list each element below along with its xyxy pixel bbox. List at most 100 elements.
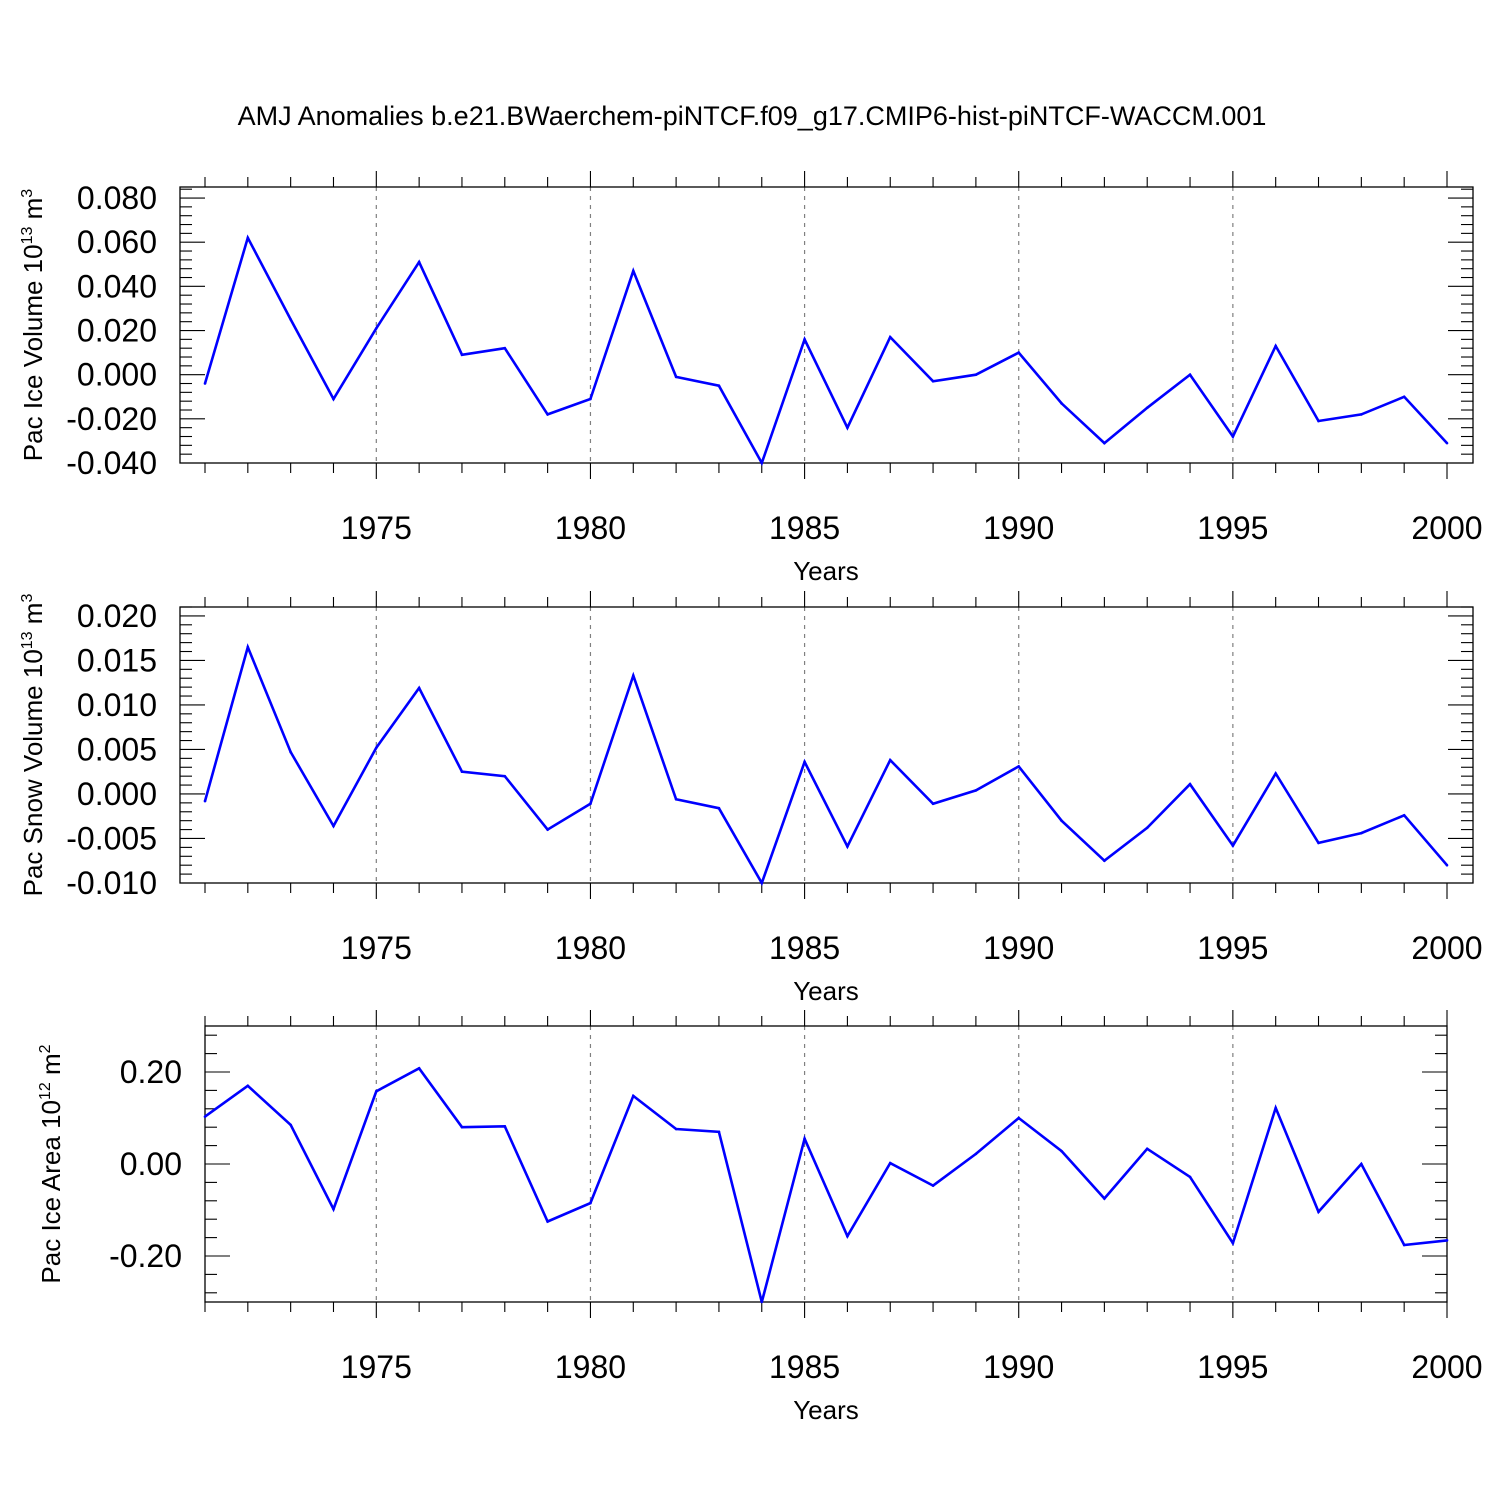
data-point	[1103, 859, 1106, 863]
panel-ice-area: -0.20 0.00 0.20 1975 1980 1985 1990 1995 2000 Yea…	[36, 1010, 1483, 1425]
data-point	[289, 1123, 292, 1127]
y-tick-label: 0.000	[77, 776, 157, 812]
y-tick-label: -0.040	[66, 445, 157, 481]
data-point	[203, 382, 207, 385]
data-point	[1231, 1241, 1235, 1245]
data-point	[546, 1220, 549, 1223]
data-point	[1017, 765, 1021, 768]
figure-title: AMJ Anomalies b.e21.BWaerchem-piNTCF.f09…	[238, 101, 1267, 131]
data-point	[888, 335, 892, 339]
x-axis-title: Years	[793, 556, 859, 586]
data-point	[1360, 413, 1363, 416]
x-tick-label: 2000	[1411, 1349, 1482, 1385]
data-point	[1231, 844, 1235, 847]
data-point	[1103, 441, 1106, 445]
x-tick-label: 1980	[555, 510, 626, 546]
data-point	[246, 236, 250, 240]
data-point	[1445, 441, 1449, 445]
y-tick-label: 0.020	[77, 598, 157, 634]
data-point	[332, 1207, 335, 1211]
x-tick-label: 1990	[983, 1349, 1054, 1385]
data-point	[803, 338, 806, 341]
data-point	[332, 824, 335, 828]
x-tick-label: 1975	[341, 510, 412, 546]
x-tick-label: 1995	[1197, 1349, 1268, 1385]
y-tick-label: 0.20	[120, 1054, 182, 1090]
y-tick-label: 0.060	[77, 224, 157, 260]
data-point	[1017, 1116, 1021, 1120]
data-point	[974, 373, 978, 376]
data-point	[375, 327, 378, 330]
panel-ice-volume: -0.040 -0.020 0.000 0.020 0.040 0.060 0.080 197…	[18, 171, 1483, 586]
y-tick-label: 0.080	[77, 180, 157, 216]
data-point	[289, 318, 292, 321]
data-point	[1445, 863, 1449, 867]
data-point	[417, 686, 421, 690]
data-point	[846, 1234, 849, 1238]
data-point	[1445, 1239, 1449, 1242]
data-point	[1188, 1175, 1192, 1179]
data-point	[1402, 814, 1406, 817]
x-tick-label: 2000	[1411, 930, 1482, 966]
y-tick-label: -0.020	[66, 401, 157, 437]
x-tick-label: 1975	[341, 930, 412, 966]
data-point	[717, 806, 721, 810]
data-point	[846, 845, 849, 848]
data-point	[203, 799, 207, 803]
data-point	[974, 789, 978, 792]
data-point	[460, 353, 464, 357]
data-point	[1060, 402, 1063, 405]
x-tick-label: 1985	[769, 1349, 840, 1385]
y-tick-label: 0.015	[77, 642, 157, 678]
data-point	[203, 1115, 207, 1118]
data-point	[1317, 1210, 1320, 1214]
x-tick-label: 1985	[769, 510, 840, 546]
data-point	[503, 774, 507, 778]
y-tick-label: -0.20	[109, 1238, 182, 1274]
data-point	[888, 1161, 892, 1165]
data-point	[417, 260, 421, 264]
data-point	[332, 397, 335, 401]
series-line	[203, 643, 1448, 887]
x-tick-label: 2000	[1411, 510, 1482, 546]
x-tick-label: 1990	[983, 510, 1054, 546]
data-point	[460, 770, 464, 774]
data-point	[375, 746, 378, 749]
data-point	[1274, 344, 1277, 348]
data-point	[1274, 1106, 1277, 1110]
data-point	[289, 750, 292, 754]
y-axis-title: Pac Snow Volume 1013 m3	[18, 594, 48, 897]
y-axis-title: Pac Ice Volume 1013 m3	[18, 189, 48, 462]
data-point	[760, 461, 764, 465]
data-point	[460, 1125, 464, 1129]
data-point	[246, 645, 250, 649]
data-point	[1060, 819, 1063, 822]
series-line	[204, 1066, 1448, 1303]
data-point	[589, 1201, 592, 1205]
plot-frame	[179, 606, 1474, 884]
y-tick-label: 0.010	[77, 687, 157, 723]
y-tick-label: 0.00	[120, 1146, 182, 1182]
data-point	[1103, 1197, 1106, 1200]
data-point	[1360, 831, 1363, 835]
data-point	[1145, 826, 1149, 830]
data-point	[931, 1184, 935, 1187]
x-tick-label: 1980	[555, 930, 626, 966]
data-point	[846, 426, 849, 429]
x-tick-label: 1980	[555, 1349, 626, 1385]
x-tick-label: 1975	[341, 1349, 412, 1385]
data-point	[1145, 1147, 1149, 1151]
series-line	[203, 234, 1448, 467]
data-point	[417, 1067, 421, 1070]
data-point	[803, 760, 806, 764]
data-point	[888, 758, 892, 762]
plot-frame	[179, 186, 1474, 464]
data-point	[1317, 419, 1320, 423]
data-point	[589, 802, 592, 806]
data-point	[631, 269, 635, 273]
data-point	[546, 828, 549, 831]
y-tick-label: 0.020	[77, 313, 157, 349]
y-tick-label: 0.000	[77, 357, 157, 393]
